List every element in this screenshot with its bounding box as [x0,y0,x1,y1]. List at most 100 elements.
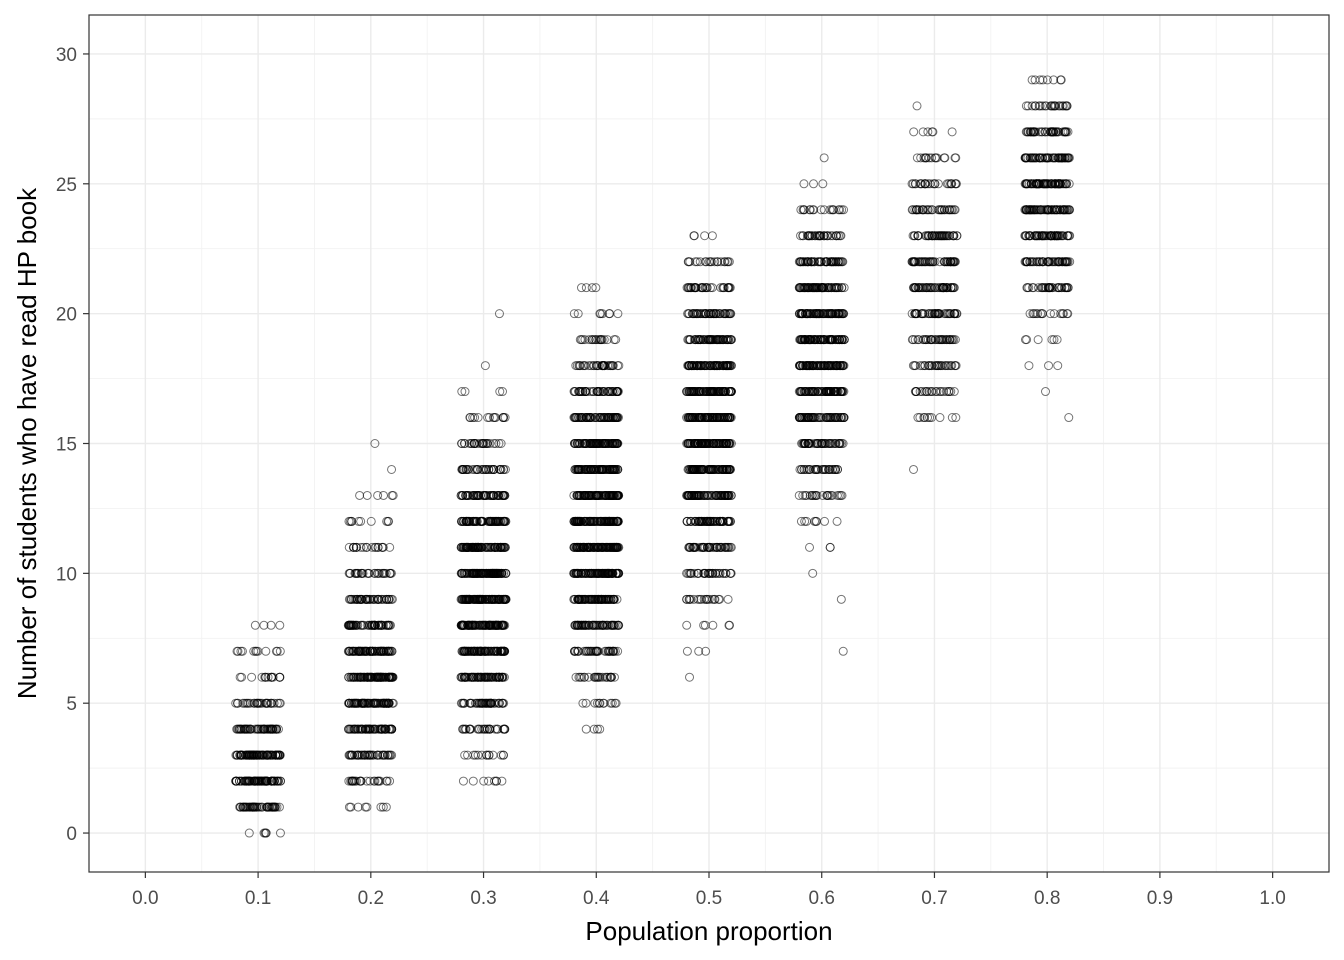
data-point [489,672,499,682]
data-point [573,309,583,319]
data-point [231,698,241,708]
series-p=0.4 [569,283,624,734]
data-point [261,776,271,786]
data-point [472,698,482,708]
data-point [589,335,599,345]
data-point [242,802,252,812]
data-point [597,361,607,371]
data-point [576,335,586,345]
data-point [682,594,692,604]
data-point [374,568,384,578]
data-point [356,646,366,656]
data-point [573,439,583,448]
data-point [581,542,591,552]
data-point [705,542,715,552]
data-point [377,594,387,604]
data-point [469,672,479,682]
data-point [387,464,397,474]
data-point [604,490,614,500]
data-point [238,750,248,760]
data-point [232,724,242,734]
data-point [499,620,509,630]
data-point [251,646,261,656]
data-point [247,672,257,682]
data-point [242,698,252,708]
data-point [274,698,284,708]
data-point [379,646,389,656]
data-point [611,413,621,423]
data-point [382,672,392,682]
data-point [712,516,722,526]
data-point [590,594,600,604]
data-point [266,776,276,786]
data-point [456,672,466,682]
data-point [598,568,608,578]
data-point [495,387,505,397]
data-point [484,776,494,786]
data-point [459,439,469,448]
data-point [700,620,710,630]
data-point [348,724,358,734]
data-point [602,335,612,345]
data-point [484,413,494,423]
data-point [570,594,580,604]
data-point [595,724,605,734]
data-point [487,568,497,578]
data-point [491,413,501,423]
data-point [380,724,390,734]
data-point [501,594,511,604]
data-point [468,542,478,552]
data-point [466,672,476,682]
data-point [475,594,485,604]
data-point [347,620,357,630]
data-point [350,724,360,734]
data-point [578,698,588,708]
data-point [574,361,584,371]
data-point [457,646,467,656]
data-point [499,516,509,526]
data-point [266,672,276,682]
data-point [686,594,696,604]
data-point [594,361,604,371]
data-point [459,698,469,708]
data-point [263,698,273,708]
data-point [487,672,497,682]
data-point [592,568,602,578]
data-point [596,335,606,345]
data-point [249,802,259,812]
data-point [344,542,354,552]
data-point [613,568,623,578]
data-point [594,439,604,448]
data-point [239,724,249,734]
data-point [352,698,362,708]
data-point [484,516,494,526]
data-point [500,542,510,552]
data-point [578,361,588,371]
data-point [458,490,468,500]
data-point [373,594,383,604]
data-point [266,620,276,630]
data-point [373,490,383,500]
data-point [607,698,617,708]
data-point [603,620,613,630]
data-point [613,490,623,500]
data-point [457,568,467,578]
data-point [377,750,387,760]
data-point [231,776,241,786]
data-point [362,776,372,786]
data-point [581,698,591,708]
data-point [363,620,373,630]
data-point [344,724,354,734]
data-point [592,724,602,734]
data-point [459,568,469,578]
data-point [468,776,478,786]
data-point [244,828,254,838]
data-point [499,698,509,708]
data-point [601,516,611,526]
data-point [378,490,388,500]
data-point [465,698,475,708]
data-point [356,542,366,552]
data-point [569,439,579,448]
data-point [262,724,272,734]
data-point [355,490,365,500]
